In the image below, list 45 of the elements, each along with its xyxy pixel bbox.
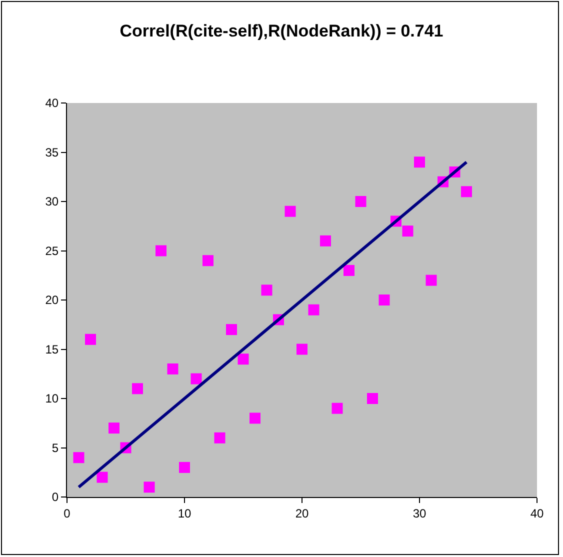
point — [179, 462, 190, 473]
y-tick-label: 20 — [45, 293, 59, 308]
point — [226, 324, 237, 336]
point — [167, 363, 178, 374]
point — [190, 373, 202, 384]
point — [320, 235, 331, 246]
x-tick-label: 20 — [295, 506, 309, 520]
point — [367, 393, 378, 404]
x-tick-label: 10 — [178, 506, 192, 520]
point — [426, 274, 437, 286]
point — [144, 482, 155, 493]
x-tick-label: 0 — [64, 506, 71, 520]
point — [355, 196, 366, 207]
point — [284, 206, 296, 217]
point — [461, 186, 472, 198]
point — [108, 422, 120, 434]
point — [132, 383, 143, 394]
point — [238, 354, 249, 365]
point — [85, 334, 96, 345]
y-tick-label: 5 — [52, 440, 59, 455]
x-tick-label: 40 — [530, 506, 544, 520]
point — [402, 226, 414, 237]
chart-title: Correl(R(cite-self),R(NodeRank)) = 0.741 — [120, 22, 444, 41]
y-tick-label: 40 — [45, 96, 59, 110]
x-tick-label: 30 — [412, 506, 426, 520]
point — [308, 304, 320, 316]
y-tick-label: 10 — [45, 392, 59, 406]
point — [261, 284, 272, 296]
point — [214, 432, 226, 444]
point — [73, 452, 84, 464]
y-tick-label: 35 — [45, 145, 59, 160]
point — [332, 402, 343, 414]
line-series — [77, 160, 468, 489]
point — [296, 344, 308, 355]
point — [378, 294, 390, 306]
point — [250, 412, 260, 424]
y-tick-label: 30 — [45, 194, 59, 209]
y-tick-label: 25 — [45, 244, 59, 258]
point — [96, 472, 108, 483]
y-tick-label: 0 — [52, 490, 59, 504]
point — [344, 264, 354, 276]
y-tick-label: 15 — [45, 342, 59, 356]
point — [414, 156, 425, 168]
point — [202, 255, 214, 266]
point — [156, 245, 166, 256]
